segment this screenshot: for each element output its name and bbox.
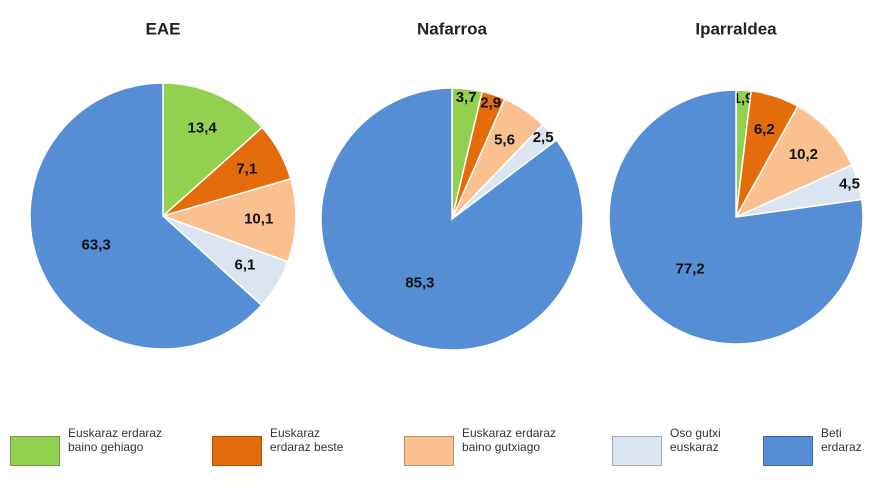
data-label: 10,1	[244, 210, 273, 227]
pie-slice	[160, 177, 297, 263]
data-label: 85,3	[405, 274, 434, 291]
pie-slice	[608, 89, 864, 345]
data-label: 2,5	[533, 129, 554, 146]
legend-item: Beti erdaraz	[763, 426, 881, 466]
pie-slice	[29, 82, 263, 350]
data-label: 3,7	[456, 89, 477, 106]
legend-item: Euskaraz erdaraz beste	[212, 426, 360, 466]
pie-slice	[734, 105, 853, 219]
legend-item: Euskaraz erdaraz baino gutxiago	[404, 426, 572, 466]
chart-title: Nafarroa	[417, 19, 487, 38]
legend-label: Euskaraz erdaraz beste	[270, 426, 344, 454]
legend: Euskaraz erdaraz baino gehiago Euskaraz e…	[0, 426, 886, 496]
data-label: 2,9	[480, 94, 501, 111]
legend-item: Oso gutxi euskaraz	[612, 426, 750, 466]
data-label: 1,9	[733, 90, 754, 107]
chart-title: Iparraldea	[695, 19, 777, 38]
data-label: 13,4	[188, 120, 218, 137]
data-label: 7,1	[236, 161, 257, 178]
pie-slice	[320, 87, 584, 351]
legend-item: Euskaraz erdaraz baino gehiago	[10, 426, 188, 466]
legend-swatch	[10, 436, 60, 466]
legend-swatch	[404, 436, 454, 466]
legend-swatch	[612, 436, 662, 466]
legend-label: Euskaraz erdaraz baino gehiago	[68, 426, 163, 454]
data-label: 4,5	[839, 175, 860, 192]
legend-label: Beti erdaraz	[821, 426, 862, 454]
charts: EAE 13,4 7,1 10,1 6,1 63,3 Nafarroa 3,7 2,9 5,6 2,…	[29, 19, 864, 351]
data-label: 5,6	[494, 132, 515, 149]
legend-swatch	[212, 436, 262, 466]
data-label: 77,2	[676, 261, 705, 278]
legend-label: Euskaraz erdaraz baino gutxiago	[462, 426, 557, 454]
legend-swatch	[763, 436, 813, 466]
chart-title: EAE	[146, 19, 181, 38]
data-label: 63,3	[82, 237, 111, 254]
legend-label: Oso gutxi euskaraz	[670, 426, 721, 454]
data-label: 10,2	[789, 146, 818, 163]
data-label: 6,2	[754, 121, 775, 138]
data-label: 6,1	[235, 256, 256, 273]
pie-slice	[162, 82, 264, 218]
